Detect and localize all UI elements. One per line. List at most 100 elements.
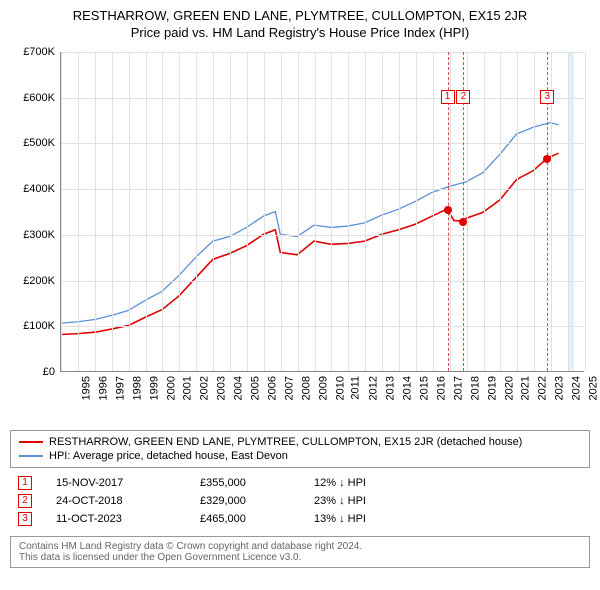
gridline [61,52,62,371]
gridline [213,52,214,371]
gridline [399,52,400,371]
sale-row: 2 24-OCT-2018 £329,000 23% ↓ HPI [10,492,590,510]
x-axis-label: 2012 [368,376,380,400]
legend-item: HPI: Average price, detached house, East… [19,449,581,463]
sale-index-badge: 1 [18,476,32,490]
gridline [230,52,231,371]
sale-index-badge: 2 [18,494,32,508]
gridline [365,52,366,371]
gridline [146,52,147,371]
gridline [500,52,501,371]
plot-area: 12 3 [60,52,584,372]
y-axis-label: £600K [23,92,55,104]
gridline [585,52,586,371]
sale-marker-dot [444,206,452,214]
sale-price: £329,000 [200,495,290,507]
gridline [196,52,197,371]
x-axis-label: 1997 [114,376,126,400]
legend-swatch [19,441,43,443]
y-axis-label: £400K [23,183,55,195]
y-axis-label: £200K [23,275,55,287]
gridline [61,281,584,282]
x-axis-label: 2017 [452,376,464,400]
gridline [298,52,299,371]
sale-hpi-delta: 12% ↓ HPI [314,477,434,489]
x-axis-label: 2009 [317,376,329,400]
x-axis-label: 2013 [385,376,397,400]
chart-lines [61,52,584,371]
gridline [534,52,535,371]
gridline [433,52,434,371]
sale-date: 15-NOV-2017 [56,477,176,489]
x-axis-label: 2018 [469,376,481,400]
legend-label: HPI: Average price, detached house, East… [49,450,288,462]
sale-row: 311-OCT-2023£465,00013% ↓ HPI [10,510,590,528]
gridline [348,52,349,371]
gridline [179,52,180,371]
gridline [61,52,584,53]
sale-date: 24-OCT-2018 [56,495,176,507]
legend-item: RESTHARROW, GREEN END LANE, PLYMTREE, CU… [19,435,581,449]
x-axis-label: 1995 [80,376,92,400]
x-axis-label: 2020 [503,376,515,400]
gridline [315,52,316,371]
y-axis-label: £500K [23,137,55,149]
sale-hpi-delta: 23% ↓ HPI [314,495,434,507]
x-axis-label: 2016 [435,376,447,400]
x-axis-label: 2024 [571,376,583,400]
footer-attribution: Contains HM Land Registry data © Crown c… [10,536,590,568]
footer-line1: Contains HM Land Registry data © Crown c… [19,541,581,552]
gridline [112,52,113,371]
x-axis-label: 2007 [283,376,295,400]
sale-index-badge: 3 [18,512,32,526]
gridline [129,52,130,371]
sale-marker-box: 3 [540,90,554,104]
sale-price: £355,000 [200,477,290,489]
gridline [382,52,383,371]
sale-marker-box: 1 [441,90,455,104]
gridline [247,52,248,371]
legend: RESTHARROW, GREEN END LANE, PLYMTREE, CU… [10,430,590,468]
future-period-bar [568,52,574,371]
chart-title: RESTHARROW, GREEN END LANE, PLYMTREE, CU… [10,8,590,23]
x-axis-label: 1996 [97,376,109,400]
gridline [264,52,265,371]
chart: 12 3 £0 £100K £200K £300K £400K £500K £600K £700… [10,46,590,426]
x-axis-label: 2000 [165,376,177,400]
gridline [61,326,584,327]
x-axis-label: 2015 [419,376,431,400]
gridline [61,235,584,236]
sale-price: £465,000 [200,513,290,525]
gridline [95,52,96,371]
footer-line2: This data is licensed under the Open Gov… [19,552,581,563]
x-axis-label: 2021 [520,376,532,400]
gridline [162,52,163,371]
gridline [61,98,584,99]
gridline [281,52,282,371]
x-axis-label: 2022 [537,376,549,400]
x-axis-label: 2005 [250,376,262,400]
gridline [484,52,485,371]
sale-marker-dot [459,218,467,226]
y-axis-label: £300K [23,229,55,241]
x-axis-label: 2011 [350,376,362,400]
x-axis-label: 2004 [233,376,245,400]
y-axis-label: £0 [43,366,55,378]
sale-marker-dot [543,155,551,163]
gridline [416,52,417,371]
x-axis-label: 2003 [216,376,228,400]
gridline [331,52,332,371]
y-axis-label: £100K [23,320,55,332]
x-axis-label: 2023 [554,376,566,400]
x-axis-label: 2002 [199,376,211,400]
x-axis-label: 2006 [266,376,278,400]
y-axis-label: £700K [23,46,55,58]
x-axis-label: 2025 [588,376,600,400]
gridline [517,52,518,371]
legend-label: RESTHARROW, GREEN END LANE, PLYMTREE, CU… [49,436,522,448]
gridline [61,143,584,144]
x-axis-label: 2019 [486,376,498,400]
sale-marker-box: 2 [456,90,470,104]
x-axis-label: 2001 [182,376,194,400]
x-axis-label: 2008 [300,376,312,400]
